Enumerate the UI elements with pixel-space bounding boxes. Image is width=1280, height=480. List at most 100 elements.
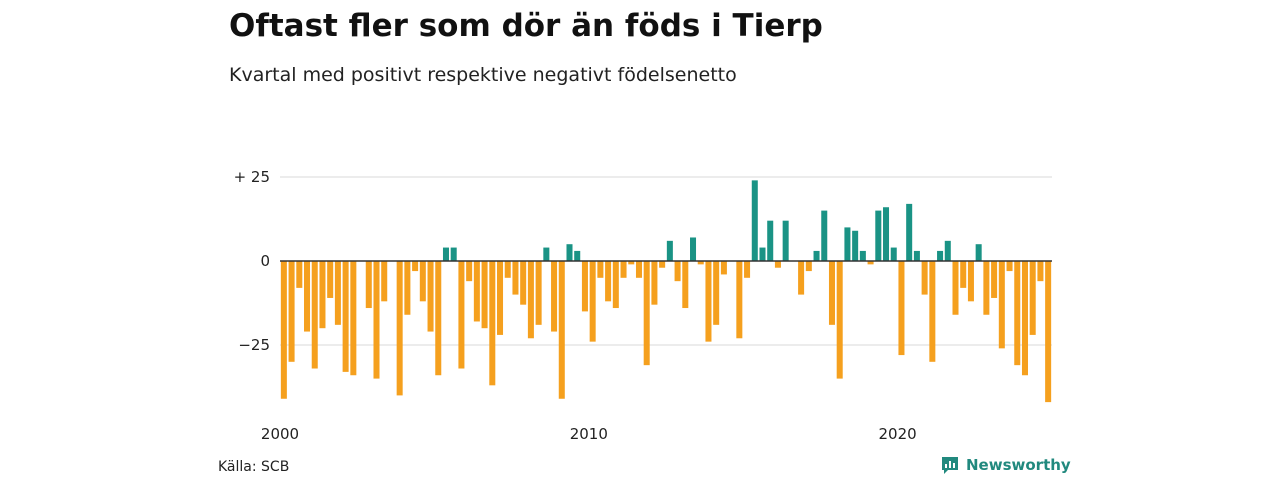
bar-positive [759,247,766,261]
x-tick-label: 2010 [570,425,608,443]
bar-negative [458,261,465,369]
bar-negative [836,261,843,379]
bar-negative [659,261,666,268]
bar-negative [489,261,496,386]
bar-negative [828,261,835,325]
bar-negative [991,261,998,298]
bar-negative [435,261,442,376]
bars [280,180,1052,403]
bar-negative [967,261,974,302]
chart-title: Oftast fler som dör än föds i Tierp [229,8,823,44]
bar-negative [643,261,650,366]
bar-positive [543,247,550,261]
bar-negative [481,261,488,329]
bar-negative [520,261,527,305]
bar-negative [404,261,411,315]
bar-negative [504,261,511,278]
bar-positive [450,247,457,261]
bar-negative [589,261,596,342]
bar-negative [805,261,812,272]
gridlines [280,176,1052,346]
bar-negative [651,261,658,305]
bar-negative [960,261,967,288]
bar-negative [342,261,349,372]
bar-positive [883,207,890,261]
bar-positive [767,220,774,261]
bar-negative [1045,261,1052,403]
bar-negative [1006,261,1013,272]
brand-name: Newsworthy [966,456,1071,474]
bar-negative [952,261,959,315]
axes: + 25 0 −25 2000 2010 2020 [234,168,1052,443]
bar-negative [628,261,635,265]
bar-positive [821,210,828,261]
bar-positive [574,250,581,261]
bar-negative [296,261,303,288]
bar-negative [998,261,1005,349]
bar-negative [527,261,534,339]
bar-negative [396,261,403,396]
bar-positive [566,244,573,261]
bar-negative [898,261,905,356]
chart-subtitle: Kvartal med positivt respektive negativt… [229,64,737,86]
bar-negative [581,261,588,312]
bar-positive [906,203,913,261]
bar-negative [412,261,419,272]
y-tick-label: + 25 [234,168,270,186]
bar-negative [512,261,519,295]
bar-negative [1037,261,1044,282]
bar-negative [983,261,990,315]
bar-negative [304,261,311,332]
bar-positive [442,247,449,261]
bar-negative [334,261,341,325]
bar-positive [813,250,820,261]
bar-negative [535,261,542,325]
bar-negative [705,261,712,342]
y-tick-label: 0 [260,252,270,270]
bar-negative [427,261,434,332]
bar-positive [944,240,951,261]
bar-negative [350,261,357,376]
bar-positive [890,247,897,261]
x-tick-label: 2020 [879,425,917,443]
bar-negative [1014,261,1021,366]
bar-negative [280,261,287,399]
bar-negative [597,261,604,278]
brand-logo[interactable]: Newsworthy [940,455,1071,475]
bar-negative [381,261,388,302]
bar-negative [682,261,689,309]
bar-negative [774,261,781,268]
bar-negative [605,261,612,302]
bar-positive [782,220,789,261]
bar-negative [720,261,727,275]
bar-positive [975,244,982,261]
bar-negative [365,261,372,309]
bar-positive [875,210,882,261]
bar-negative [319,261,326,329]
bar-negative [713,261,720,325]
bar-negative [419,261,426,302]
bar-positive [751,180,758,261]
bar-positive [844,227,851,261]
bar-negative [311,261,318,369]
bar-negative [798,261,805,295]
bar-negative [620,261,627,278]
bar-negative [327,261,334,298]
x-tick-label: 2000 [261,425,299,443]
bar-positive [937,250,944,261]
bar-negative [736,261,743,339]
bar-negative [697,261,704,265]
y-tick-label: −25 [238,336,270,354]
bar-negative [929,261,936,362]
bar-negative [473,261,480,322]
bar-negative [635,261,642,278]
bar-negative [373,261,380,379]
bar-negative [867,261,874,265]
bar-negative [674,261,681,282]
newsworthy-logo-icon [942,457,958,474]
bar-positive [666,240,673,261]
bar-negative [551,261,558,332]
bar-negative [497,261,504,335]
bar-positive [852,230,859,261]
